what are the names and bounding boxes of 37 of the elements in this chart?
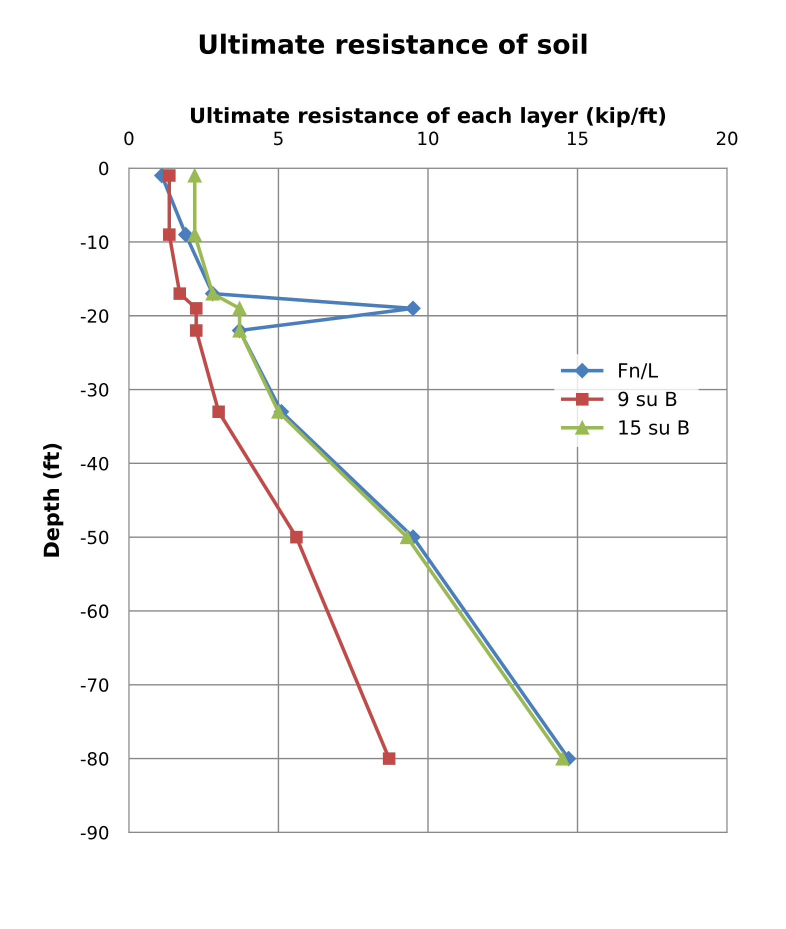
point (212, 405, 225, 418)
point (190, 302, 202, 315)
point (290, 530, 303, 544)
point (232, 301, 247, 316)
y-tick-label: -70 (80, 678, 108, 692)
x-tick-label: 10 (418, 132, 438, 146)
x-tick-label: 15 (568, 132, 588, 146)
y-axis-title: Depth (ft) (43, 444, 64, 557)
point (405, 300, 421, 316)
chart-title: Ultimate resistance of soil (200, 34, 586, 54)
point (271, 404, 286, 419)
y-tick-label: -20 (80, 309, 108, 323)
point (188, 168, 202, 182)
x-axis-title: Ultimate resistance of each layer (kip/ft) (190, 107, 666, 128)
point (190, 324, 202, 337)
point (556, 752, 570, 766)
y-tick-label: -50 (80, 530, 108, 544)
point (173, 287, 186, 300)
x-tick-label: 0 (124, 132, 134, 146)
legend-label: 15 su B (619, 420, 689, 435)
y-tick-label: -80 (80, 752, 108, 766)
legend-label: Fn/L (619, 363, 658, 380)
point (382, 752, 396, 765)
y-tick-label: -90 (80, 826, 108, 840)
point (163, 169, 176, 182)
x-tick-label: 20 (716, 132, 738, 146)
y-tick-label: -30 (80, 383, 108, 397)
point (188, 228, 202, 242)
point (400, 530, 414, 544)
point (178, 227, 194, 242)
y-tick-label: -60 (80, 604, 108, 618)
x-tick-label: 5 (274, 132, 283, 146)
legend-label: 9 su B (618, 392, 676, 406)
y-tick-label: 0 (99, 162, 108, 176)
y-tick-label: -40 (80, 456, 108, 470)
y-tick-label: -10 (80, 235, 108, 250)
point (163, 228, 176, 241)
